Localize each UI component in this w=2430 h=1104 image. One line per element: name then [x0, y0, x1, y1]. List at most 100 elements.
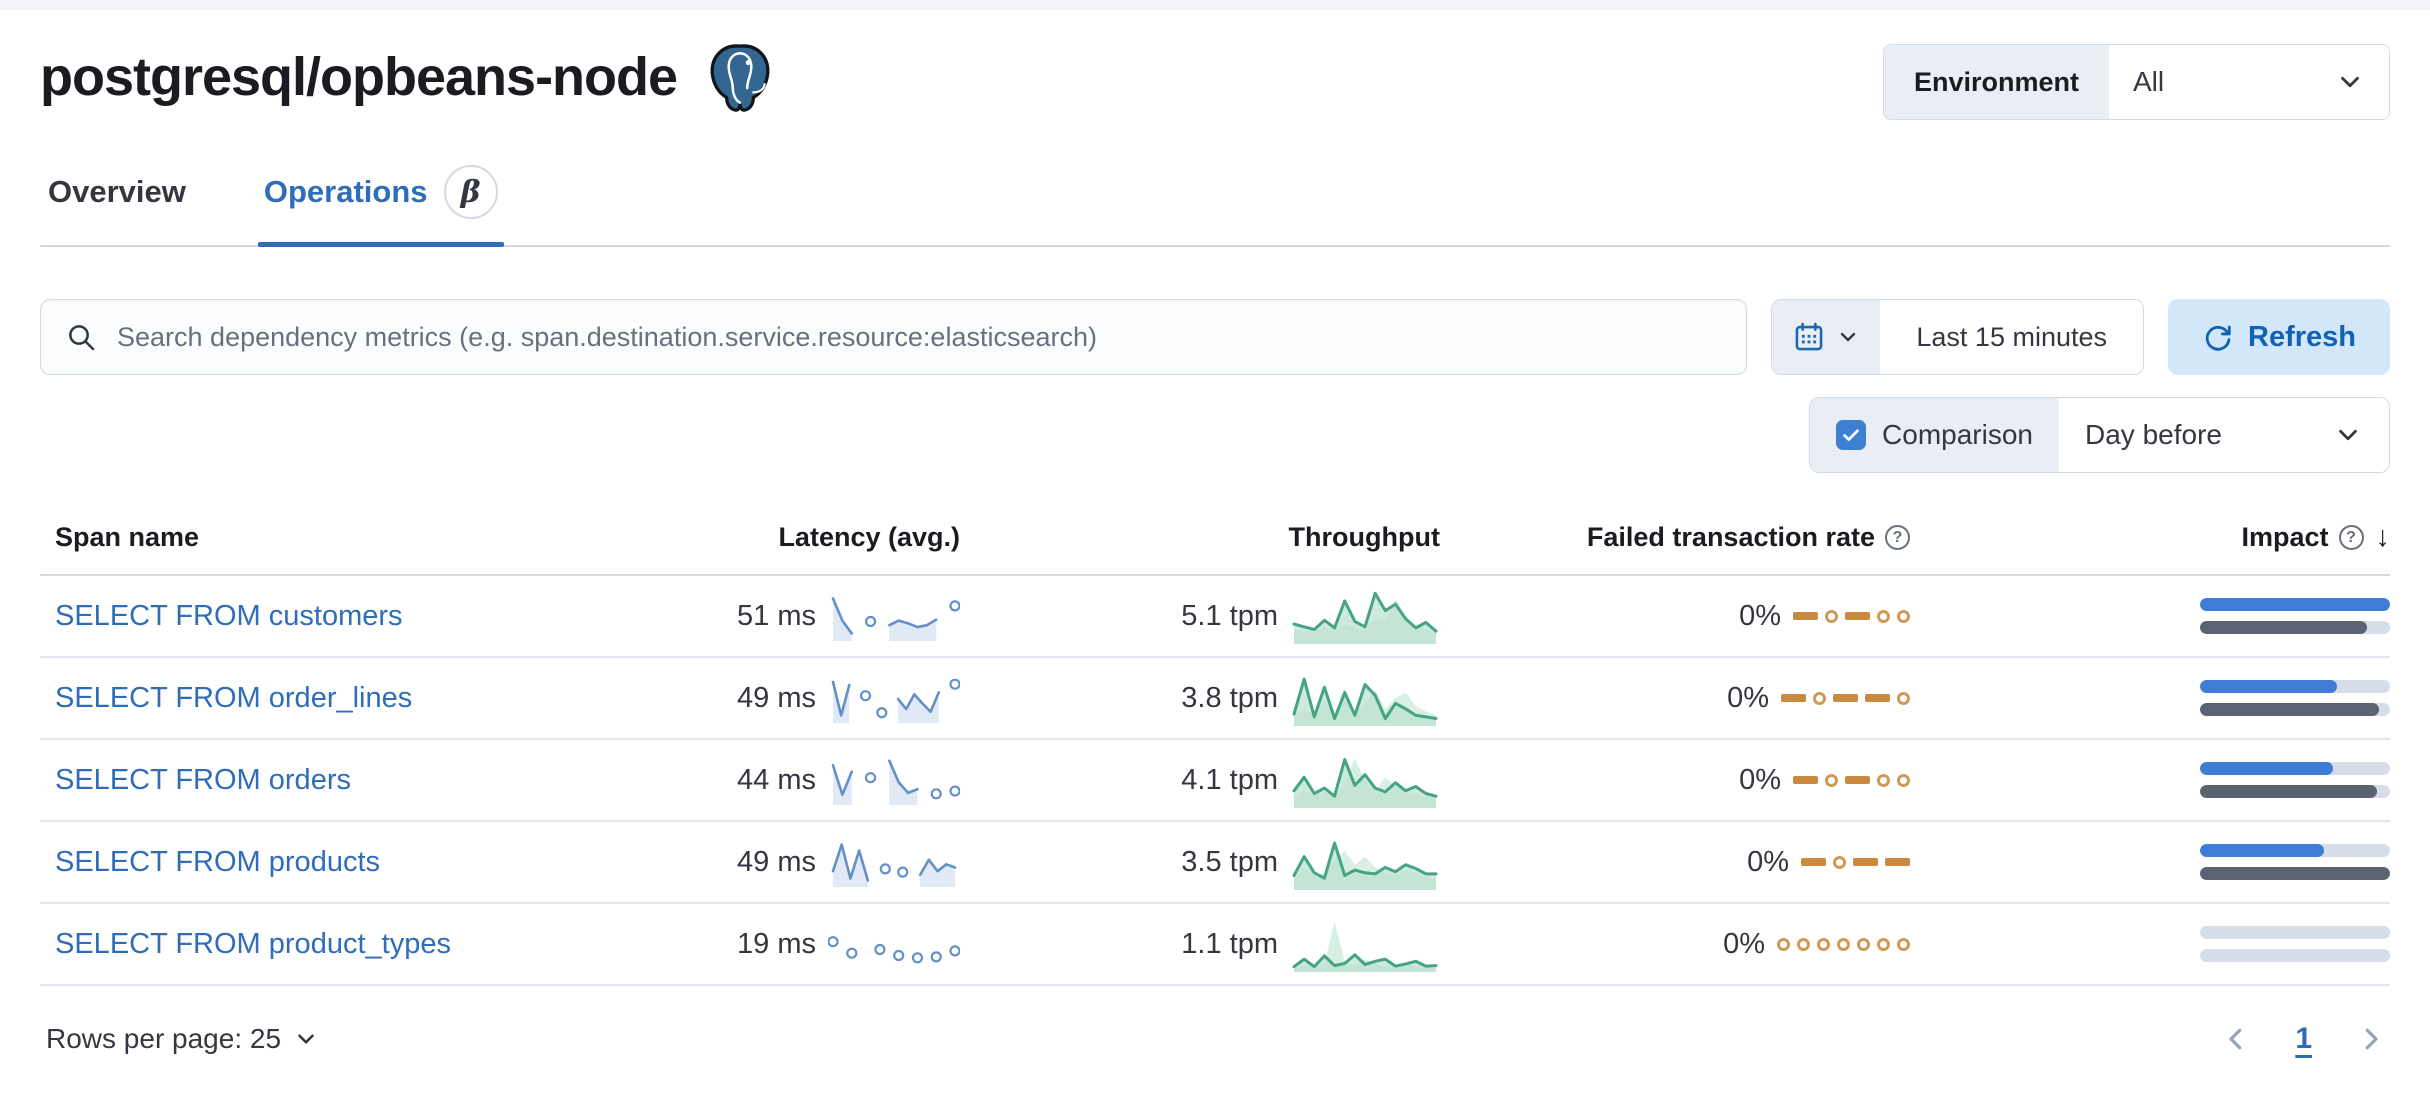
failed-rate-dot: [1797, 937, 1810, 951]
search-box: [40, 299, 1748, 375]
column-header-impact[interactable]: Impact ? ↓: [1910, 521, 2390, 554]
span-name-link[interactable]: SELECT FROM order_lines: [55, 681, 413, 714]
date-picker-calendar-button[interactable]: [1772, 300, 1881, 374]
latency-value: 49 ms: [737, 681, 816, 714]
chevron-down-icon: [298, 1034, 314, 1044]
impact-previous-bar: [2200, 703, 2379, 716]
time-range-button[interactable]: Last 15 minutes: [1880, 300, 2143, 374]
tab-overview[interactable]: Overview: [42, 164, 192, 245]
postgresql-logo-icon: [710, 44, 770, 112]
failed-rate-dot: [1877, 773, 1890, 787]
check-icon: [1843, 429, 1859, 441]
latency-value: 49 ms: [737, 845, 816, 878]
impact-current-track: [2200, 680, 2390, 693]
span-name-link[interactable]: SELECT FROM orders: [55, 763, 351, 796]
failed-rate-dash: [1885, 858, 1910, 866]
latency-cell: 44 ms: [605, 752, 960, 808]
impact-previous-track: [2200, 867, 2390, 880]
failed-rate-dot: [1877, 609, 1890, 623]
latency-cell: 49 ms: [605, 834, 960, 890]
throughput-value: 1.1 tpm: [1181, 927, 1278, 960]
throughput-cell: 1.1 tpm: [960, 913, 1440, 975]
impact-bars: [2200, 762, 2390, 798]
refresh-button[interactable]: Refresh: [2168, 299, 2390, 375]
impact-current-track: [2200, 844, 2390, 857]
failed-rate-dash: [1833, 694, 1858, 702]
throughput-cell: 5.1 tpm: [960, 585, 1440, 647]
impact-previous-track: [2200, 621, 2390, 634]
calendar-icon: [1796, 322, 1823, 351]
comparison-select[interactable]: Day before: [2059, 398, 2389, 472]
help-icon: ?: [1885, 525, 1910, 550]
impact-current-bar: [2200, 598, 2390, 611]
failed-rate-cell: 0%: [1440, 928, 1910, 961]
latency-sparkline-chart: [831, 597, 960, 641]
impact-cell: [1910, 680, 2390, 716]
page-header: postgresql/opbeans-node Environment All: [40, 40, 2390, 120]
failed-rate-sparkline-chart: [1801, 855, 1910, 869]
throughput-sparkline-chart: [1292, 757, 1438, 808]
impact-previous-bar: [2200, 621, 2368, 634]
impact-cell: [1910, 598, 2390, 634]
latency-sparkline-chart: [831, 759, 960, 805]
failed-rate-dot: [1825, 609, 1838, 623]
table-row: SELECT FROM orders 44 ms 4.1 tpm 0%: [40, 740, 2390, 822]
span-name-link[interactable]: SELECT FROM customers: [55, 599, 403, 632]
operations-table: Span name Latency (avg.) Throughput Fail…: [40, 521, 2390, 986]
failed-rate-dash: [1845, 776, 1870, 784]
search-input[interactable]: [115, 320, 1723, 354]
tab-operations[interactable]: Operations β: [257, 164, 504, 247]
impact-bars: [2200, 598, 2390, 634]
column-header-latency[interactable]: Latency (avg.): [605, 522, 960, 553]
failed-rate-dot: [1897, 609, 1910, 623]
latency-value: 44 ms: [737, 763, 816, 796]
comparison-prepend: Comparison: [1810, 398, 2059, 472]
environment-selected-value: All: [2133, 66, 2165, 97]
rows-per-page-button[interactable]: Rows per page: 25: [40, 1022, 325, 1056]
column-header-span-name[interactable]: Span name: [40, 522, 605, 553]
impact-current-bar: [2200, 762, 2333, 775]
table-header: Span name Latency (avg.) Throughput Fail…: [40, 521, 2390, 576]
date-picker: Last 15 minutes: [1771, 299, 2144, 375]
impact-cell: [1910, 844, 2390, 880]
environment-select[interactable]: All: [2109, 45, 2389, 119]
latency-sparkline-chart: [831, 678, 960, 723]
impact-previous-bar: [2200, 785, 2377, 798]
failed-rate-dot: [1837, 937, 1850, 951]
failed-rate-dash: [1793, 776, 1818, 784]
chevron-left-icon: [2229, 1028, 2242, 1050]
column-header-failed-rate[interactable]: Failed transaction rate ?: [1440, 522, 1910, 553]
page-number-1[interactable]: 1: [2289, 1021, 2318, 1057]
throughput-sparkline-chart: [1292, 921, 1438, 972]
failed-rate-value: 0%: [1739, 763, 1781, 796]
next-page-button[interactable]: [2352, 1020, 2390, 1058]
failed-rate-dot: [1877, 937, 1890, 951]
impact-bars: [2200, 926, 2390, 962]
throughput-cell: 4.1 tpm: [960, 749, 1440, 811]
comparison-checkbox[interactable]: [1836, 420, 1867, 450]
table-footer: Rows per page: 25 1: [40, 1020, 2390, 1058]
failed-rate-cell: 0%: [1440, 682, 1910, 715]
failed-rate-dash: [1853, 858, 1878, 866]
latency-value: 19 ms: [737, 927, 816, 960]
chevron-down-icon: [2341, 76, 2359, 88]
latency-cell: 51 ms: [605, 588, 960, 644]
pagination: 1: [2217, 1020, 2390, 1058]
failed-rate-dot: [1833, 855, 1846, 869]
search-icon: [69, 325, 95, 351]
previous-page-button[interactable]: [2217, 1020, 2255, 1058]
column-header-throughput[interactable]: Throughput: [960, 522, 1440, 553]
span-name-link[interactable]: SELECT FROM products: [55, 845, 381, 878]
failed-rate-dot: [1897, 773, 1910, 787]
throughput-value: 5.1 tpm: [1181, 599, 1278, 632]
comparison-row: Comparison Day before: [40, 397, 2390, 473]
comparison-group: Comparison Day before: [1809, 397, 2390, 473]
span-name-link[interactable]: SELECT FROM product_types: [55, 927, 451, 960]
impact-previous-track: [2200, 785, 2390, 798]
impact-previous-track: [2200, 949, 2390, 962]
table-row: SELECT FROM customers 51 ms 5.1 tpm 0%: [40, 576, 2390, 658]
impact-current-bar: [2200, 680, 2337, 693]
window-top-edge: [0, 0, 2430, 10]
page-title: postgresql/opbeans-node: [40, 47, 678, 107]
help-icon: ?: [2338, 525, 2364, 550]
